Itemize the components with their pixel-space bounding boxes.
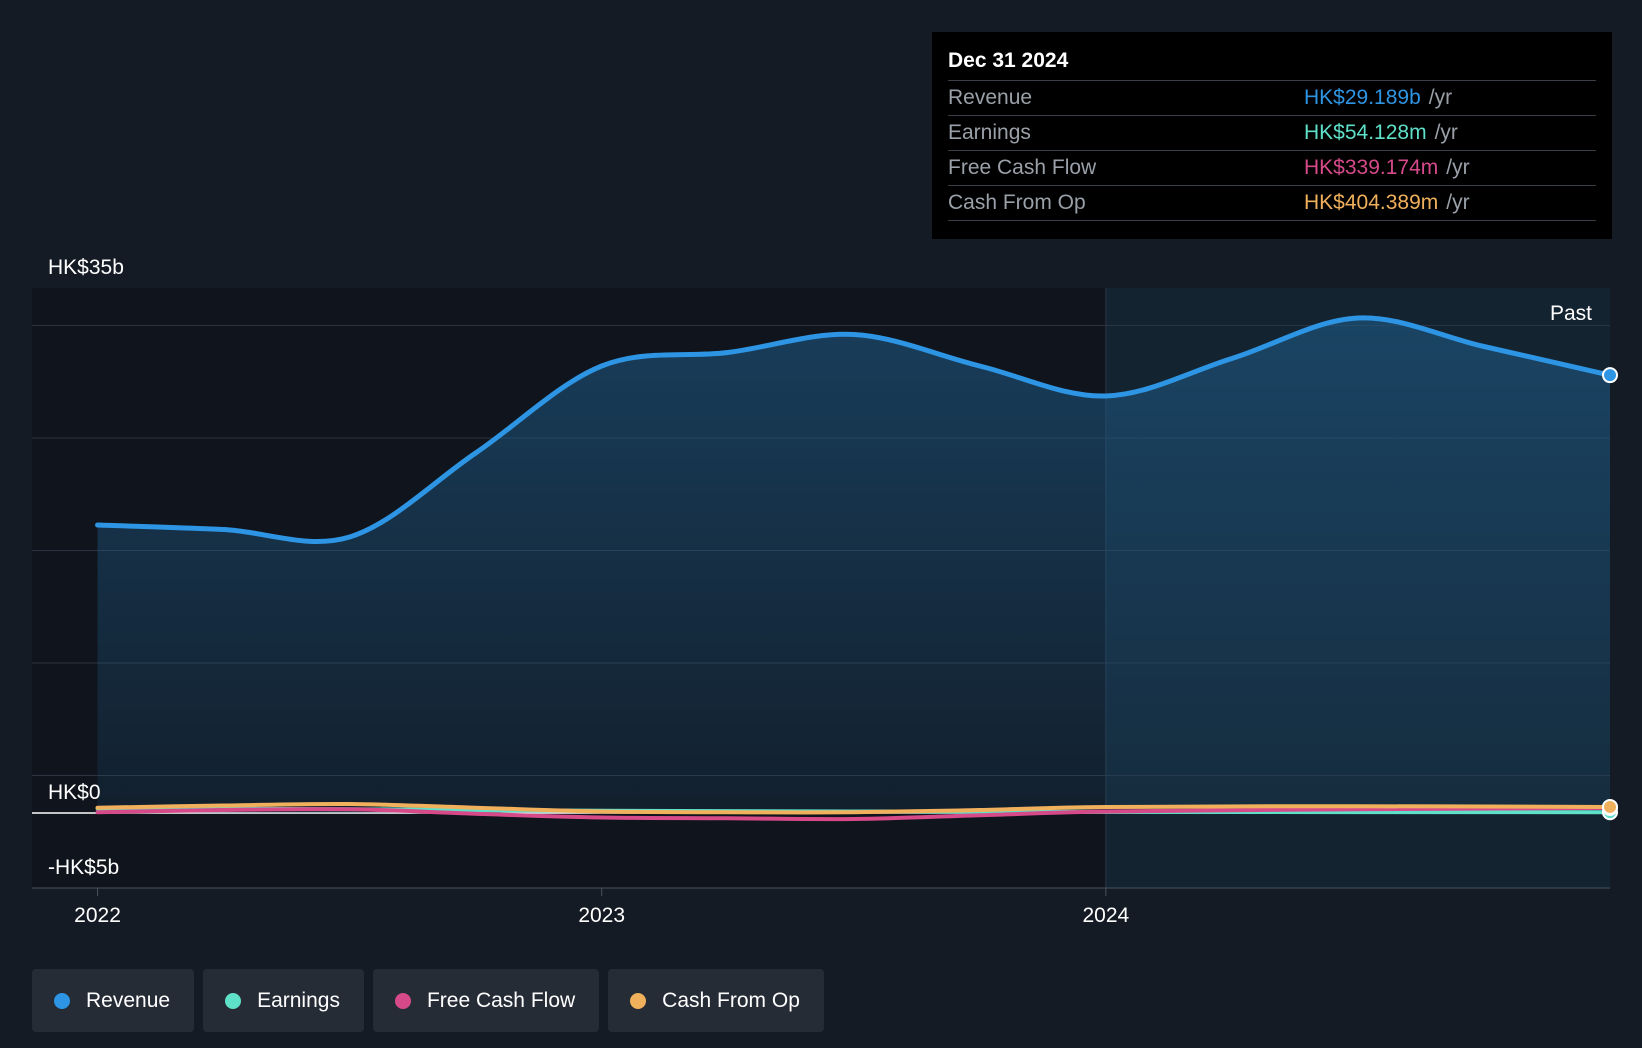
legend-item-earnings[interactable]: Earnings [203,969,364,1032]
legend-item-cash-from-op[interactable]: Cash From Op [608,969,824,1032]
free-cash-flow-line [95,805,1612,822]
tooltip-unit: /yr [1428,86,1453,109]
legend-dot-icon [630,992,647,1009]
legend-item-free-cash-flow[interactable]: Free Cash Flow [372,969,600,1032]
legend-dot-icon [225,992,242,1009]
legend-item-revenue[interactable]: Revenue [32,969,195,1032]
tooltip-row-cash-from-op: Cash From Op HK$404.389m /yr [948,186,1596,221]
tooltip-label: Earnings [948,121,1031,144]
tooltip-unit: /yr [1434,121,1458,144]
tooltip-date: Dec 31 2024 [948,46,1596,81]
tooltip-row-revenue: Revenue HK$29.189b /yr [948,81,1596,116]
chart-ticks: HK$35b HK$0 -HK$5b 2022 2023 2024 [48,256,1130,927]
tooltip-panel: Dec 31 2024 Revenue HK$29.189b /yr Earni… [932,32,1612,239]
x-tick-label: 2022 [74,904,121,927]
revenue-line [95,315,1613,544]
legend-label: Free Cash Flow [426,988,576,1012]
tooltip-value: HK$339.174m [1304,156,1439,179]
y-tick-label: HK$0 [48,781,101,804]
legend-label: Earnings [257,988,340,1012]
cash-from-op-end-point [1602,798,1618,815]
chart-series [95,315,1618,822]
legend-dot-icon [394,992,411,1009]
x-tick-label: 2023 [578,904,625,927]
tooltip-unit: /yr [1446,191,1470,214]
tooltip-label: Revenue [948,86,1033,109]
tooltip-row-earnings: Earnings HK$54.128m /yr [948,116,1596,151]
revenue-area [97,317,1611,813]
revenue-end-point [1602,367,1618,384]
past-label: Past [1550,302,1592,325]
cash-from-op-line [95,801,1612,815]
y-tick-label: -HK$5b [48,856,119,879]
tooltip-unit: /yr [1446,156,1470,179]
legend-dot-icon [54,992,70,1009]
y-tick-label: HK$35b [48,256,124,279]
legend-label: Revenue [86,988,171,1012]
tooltip-label: Cash From Op [948,191,1086,214]
tooltip-row-free-cash-flow: Free Cash Flow HK$339.174m /yr [948,151,1596,186]
chart-legend: Revenue Earnings Free Cash Flow Cash Fro… [32,969,824,1032]
tooltip-label: Free Cash Flow [948,156,1097,179]
tooltip-value: HK$404.389m [1304,191,1439,214]
legend-label: Cash From Op [662,988,800,1012]
x-tick-label: 2024 [1082,904,1129,927]
tooltip-value: HK$54.128m [1304,121,1427,144]
tooltip-value: HK$29.189b [1304,86,1421,109]
